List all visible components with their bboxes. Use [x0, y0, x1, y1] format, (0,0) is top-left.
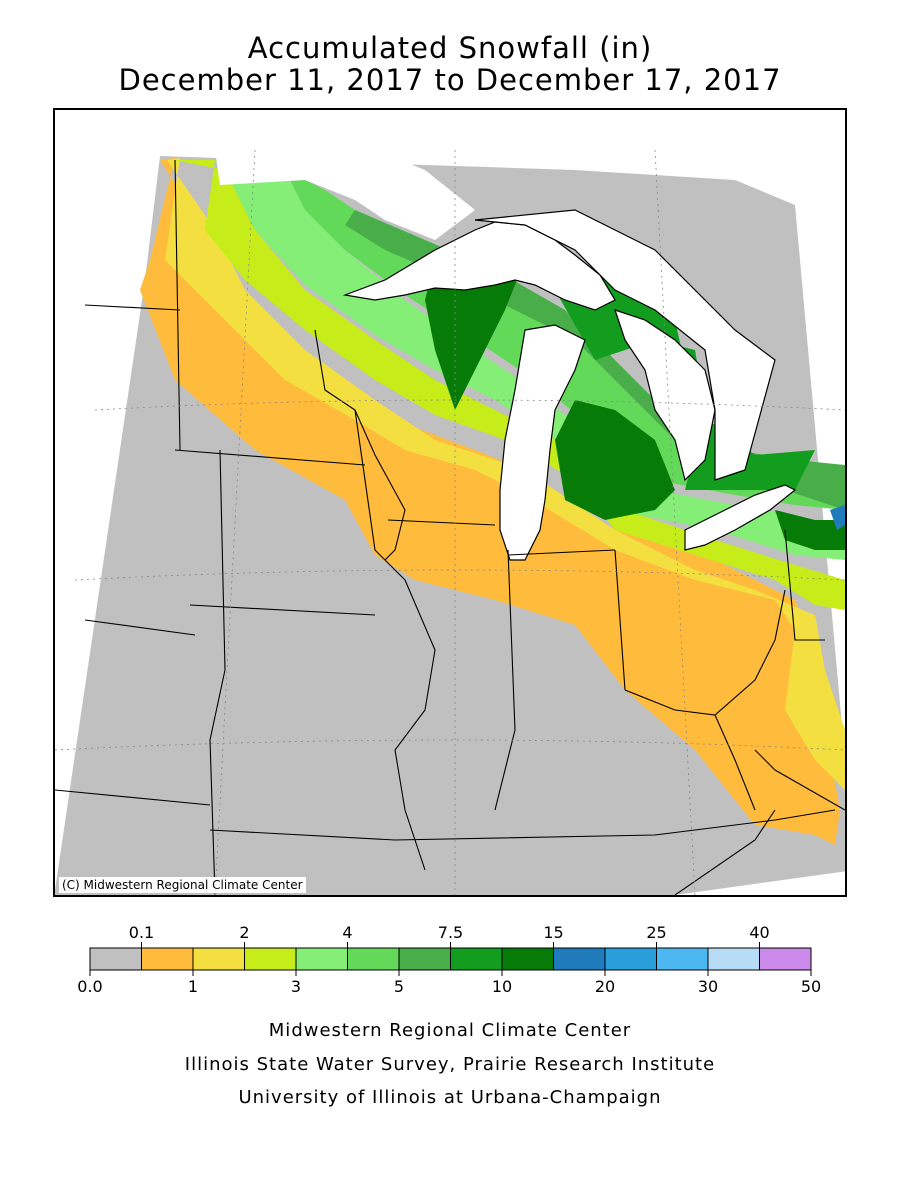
legend-swatch [244, 947, 297, 971]
snow-zone-green-15-east [775, 510, 845, 550]
legend-bottom-label: 3 [291, 977, 301, 996]
legend-top-label: 0.1 [129, 923, 154, 942]
legend-bottom-label: 20 [595, 977, 615, 996]
legend-bottom-label: 30 [698, 977, 718, 996]
lake-michigan [499, 324, 586, 561]
legend-top-label: 15 [543, 923, 563, 942]
legend-swatch [398, 947, 451, 971]
lake-superior [342, 221, 616, 311]
legend-top-label: 7.5 [438, 923, 463, 942]
legend-swatch [89, 947, 142, 971]
snow-zone-orange [140, 158, 840, 845]
lake-huron [614, 309, 716, 482]
legend-bottom-label: 50 [801, 977, 821, 996]
legend-swatch [604, 947, 657, 971]
legend-swatch [501, 947, 554, 971]
ontario-canada-land [474, 209, 776, 481]
map-subtitle-date-range: December 11, 2017 to December 17, 2017 [118, 63, 782, 97]
legend-bottom-label: 5 [394, 977, 404, 996]
snow-zone-blue [830, 505, 845, 530]
snowfall-map: (C) Midwestern Regional Climate Center [53, 108, 847, 897]
snow-zone-green-15 [425, 250, 525, 410]
map-canvas [55, 149, 845, 895]
state-borders [55, 159, 845, 895]
footer-org: Midwestern Regional Climate Center [268, 1020, 632, 1041]
legend-swatch [295, 947, 348, 971]
legend-bottom-label: 10 [492, 977, 512, 996]
legend-swatch [656, 947, 709, 971]
snow-zone-yellowgreen [173, 160, 845, 610]
legend-swatch [553, 947, 606, 971]
legend-top-label: 40 [749, 923, 769, 942]
canada-north-land [215, 150, 475, 240]
legend-top-label: 25 [646, 923, 666, 942]
legend-top-label: 2 [239, 923, 249, 942]
map-title: Accumulated Snowfall (in) [247, 31, 653, 65]
legend-swatch [450, 947, 503, 971]
legend-bottom-label: 0.0 [77, 977, 102, 996]
legend-top-label: 4 [342, 923, 352, 942]
legend-swatch [347, 947, 400, 971]
lake-erie [684, 484, 797, 551]
snow-zone-green-15-mi [555, 400, 675, 520]
copyright-label: (C) Midwestern Regional Climate Center [59, 877, 306, 893]
footer-survey: Illinois State Water Survey, Prairie Res… [184, 1054, 716, 1075]
legend-swatch [141, 947, 194, 971]
legend-bottom-label: 1 [188, 977, 198, 996]
graticule [55, 149, 845, 895]
legend-swatch [707, 947, 760, 971]
legend-swatch [759, 947, 812, 971]
footer-university: University of Illinois at Urbana-Champai… [238, 1087, 662, 1108]
legend-swatch [192, 947, 245, 971]
